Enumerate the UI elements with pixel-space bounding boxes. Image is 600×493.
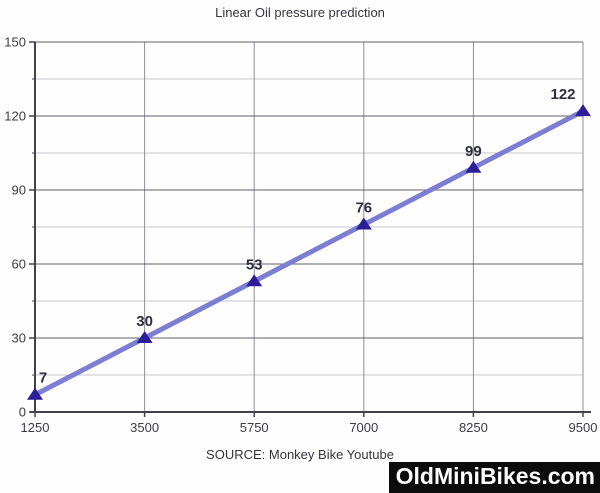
x-axis-tick-label: 9500 (569, 420, 598, 435)
data-point-label: 30 (136, 313, 153, 330)
data-line (32, 108, 586, 398)
data-point-label: 7 (39, 370, 47, 387)
data-point-label: 76 (355, 200, 372, 217)
data-point-marker (575, 104, 591, 117)
chart-title: Linear Oil pressure prediction (215, 5, 385, 20)
source-caption: SOURCE: Monkey Bike Youtube (206, 447, 394, 462)
y-axis-tick-label: 60 (12, 257, 26, 272)
data-point-marker (465, 160, 482, 173)
y-axis-tick-label: 120 (4, 109, 26, 124)
x-axis-tick-label: 3500 (130, 420, 159, 435)
y-axis-tick-label: 0 (19, 405, 26, 420)
y-axis-tick-label: 90 (12, 183, 26, 198)
x-axis-tick-label: 5750 (240, 420, 269, 435)
data-point-marker (246, 274, 263, 287)
data-point-label: 53 (246, 256, 263, 273)
line-chart-plot: 0 30 60 90 120 150 1250 3500 5750 7000 8250 9500 7 30… (4, 35, 598, 436)
y-axis-tick-label: 150 (4, 35, 26, 50)
watermark-oldminibikes: OldMiniBikes.com (388, 462, 600, 493)
data-point-marker (355, 217, 372, 230)
data-point-marker (136, 331, 153, 343)
x-axis-tick-label: 8250 (459, 420, 488, 435)
y-axis-tick-label: 30 (12, 331, 26, 346)
data-point-label: 99 (465, 143, 482, 160)
data-point-marker (27, 387, 43, 400)
x-axis-tick-label: 1250 (21, 420, 50, 435)
x-axis-tick-label: 7000 (349, 420, 378, 435)
data-point-label: 122 (550, 86, 575, 103)
